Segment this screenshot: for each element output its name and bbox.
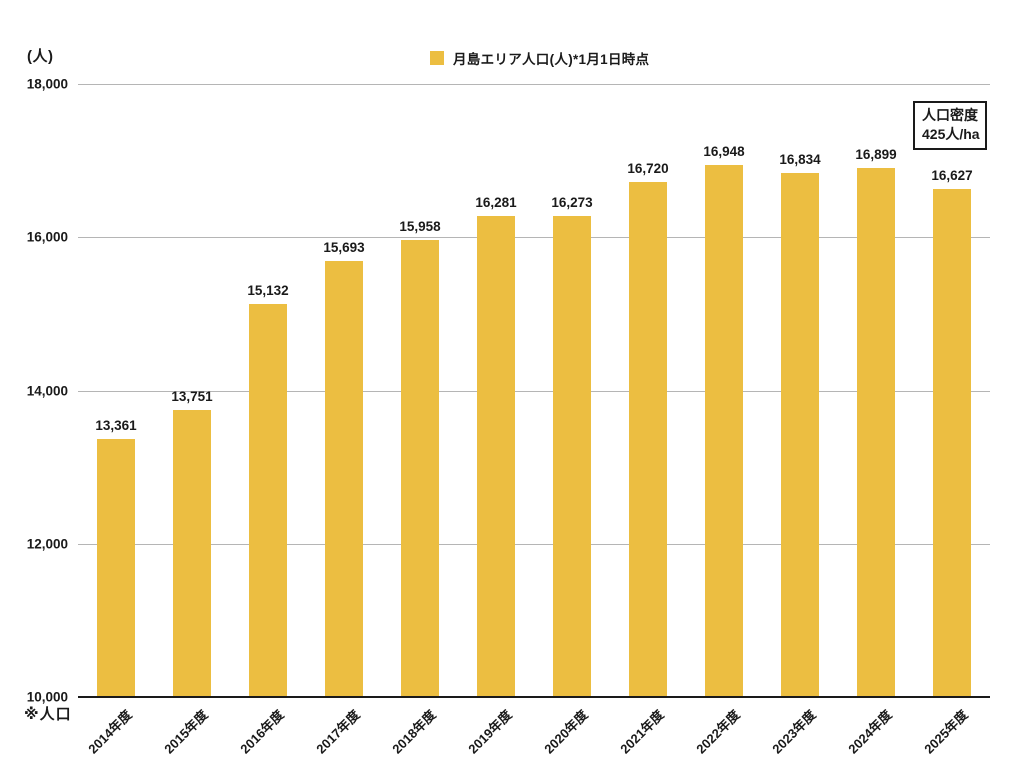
bar-value-label-2015年度: 13,751 bbox=[171, 388, 213, 404]
density-annotation-box: 人口密度 425人/ha bbox=[913, 101, 987, 150]
bar-2015年度 bbox=[173, 409, 211, 696]
bar-2017年度 bbox=[325, 260, 363, 696]
y-tick-label-18000: 18,000 bbox=[26, 76, 68, 92]
x-tick-label-2019年度: 2019年度 bbox=[465, 707, 515, 757]
bar-2020年度 bbox=[553, 216, 591, 696]
legend: 月島エリア人口(人)*1月1日時点 bbox=[430, 48, 649, 68]
bar-2024年度 bbox=[857, 168, 895, 696]
x-tick-label-2018年度: 2018年度 bbox=[389, 707, 439, 757]
x-tick-label-2020年度: 2020年度 bbox=[541, 707, 591, 757]
y-tick-label-12000: 12,000 bbox=[26, 536, 68, 552]
y-tick-label-14000: 14,000 bbox=[26, 383, 68, 398]
x-tick-label-2024年度: 2024年度 bbox=[845, 707, 895, 757]
x-tick-label-2021年度: 2021年度 bbox=[617, 707, 667, 757]
gridline-18000 bbox=[78, 84, 990, 85]
x-tick-label-2022年度: 2022年度 bbox=[693, 707, 743, 757]
bar-value-label-2024年度: 16,899 bbox=[855, 147, 897, 163]
density-annotation-line1: 人口密度 bbox=[922, 107, 978, 123]
x-tick-label-2025年度: 2025年度 bbox=[921, 707, 971, 757]
bar-2025年度 bbox=[933, 189, 971, 696]
bar-2018年度 bbox=[401, 240, 439, 696]
legend-label: 月島エリア人口(人)*1月1日時点 bbox=[453, 52, 650, 67]
bar-value-label-2019年度: 16,281 bbox=[475, 194, 517, 210]
gridline-16000 bbox=[78, 237, 990, 239]
bar-2022年度 bbox=[705, 164, 743, 696]
x-tick-label-2017年度: 2017年度 bbox=[313, 707, 363, 757]
bar-2019年度 bbox=[477, 215, 515, 696]
gridline-14000 bbox=[78, 390, 990, 392]
x-tick-label-2015年度: 2015年度 bbox=[161, 707, 211, 757]
bar-value-label-2018年度: 15,958 bbox=[399, 219, 441, 235]
bar-2023年度 bbox=[781, 173, 819, 696]
y-tick-label-16000: 16,000 bbox=[26, 229, 68, 245]
x-tick-label-2023年度: 2023年度 bbox=[769, 707, 819, 757]
bar-2014年度 bbox=[97, 439, 135, 696]
bar-2016年度 bbox=[249, 303, 287, 696]
x-tick-label-2014年度: 2014年度 bbox=[85, 707, 135, 757]
bar-2021年度 bbox=[629, 182, 667, 696]
bar-value-label-2022年度: 16,948 bbox=[703, 143, 745, 159]
y-axis-unit-label: (人) bbox=[27, 48, 54, 65]
bar-value-label-2021年度: 16,720 bbox=[627, 161, 669, 177]
bar-value-label-2017年度: 15,693 bbox=[323, 239, 365, 255]
gridline-12000 bbox=[78, 543, 990, 545]
y-tick-label-10000: 10,000 bbox=[26, 689, 68, 705]
bar-value-label-2016年度: 15,132 bbox=[247, 282, 289, 298]
x-tick-label-2016年度: 2016年度 bbox=[237, 707, 287, 757]
bar-value-label-2020年度: 16,273 bbox=[551, 195, 593, 211]
footnote: ※人口 bbox=[24, 706, 72, 723]
density-annotation-line2: 425人/ha bbox=[922, 126, 980, 142]
legend-swatch-icon bbox=[430, 51, 444, 65]
bar-value-label-2025年度: 16,627 bbox=[931, 168, 973, 184]
bar-value-label-2023年度: 16,834 bbox=[779, 152, 821, 168]
bar-value-label-2014年度: 13,361 bbox=[95, 418, 137, 434]
x-axis-line bbox=[78, 696, 990, 698]
